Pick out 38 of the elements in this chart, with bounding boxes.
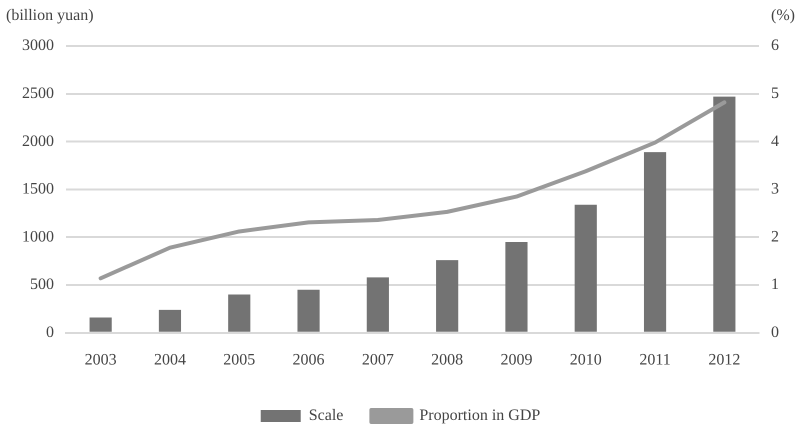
y2-tick-label: 2: [771, 228, 779, 246]
y-axis-title: (billion yuan): [6, 7, 94, 24]
bar: [90, 318, 112, 332]
legend-label: Scale: [308, 407, 344, 424]
y2-tick-label: 3: [771, 180, 779, 198]
bar: [505, 242, 528, 332]
x-tick-label: 2007: [362, 352, 394, 369]
bar: [297, 290, 320, 332]
bar: [436, 260, 458, 332]
y2-axis-title: (%): [771, 7, 795, 24]
y2-tick-label: 1: [771, 276, 779, 294]
y2-tick-label: 4: [771, 132, 779, 150]
legend-label: Proportion in GDP: [419, 407, 540, 424]
y-tick-label: 3000: [22, 37, 54, 54]
x-tick-label: 2004: [154, 352, 186, 369]
x-tick-label: 2006: [292, 352, 325, 369]
x-tick-label: 2003: [84, 352, 117, 369]
y2-tick-label: 0: [771, 324, 779, 342]
x-tick-label: 2008: [431, 352, 464, 369]
y-tick-label: 1500: [22, 180, 54, 198]
y-tick-label: 2500: [22, 85, 54, 102]
x-tick-label: 2009: [500, 352, 532, 369]
y2-tick-label: 5: [771, 85, 779, 102]
y-tick-label: 2000: [22, 132, 54, 150]
bar: [574, 204, 597, 332]
bar: [366, 277, 389, 332]
bar: [713, 96, 736, 332]
x-tick-label: 2011: [639, 352, 671, 369]
bar: [228, 294, 250, 332]
x-tick-label: 2012: [708, 352, 740, 369]
x-tick-label: 2010: [570, 352, 602, 369]
y2-tick-label: 6: [771, 37, 779, 54]
bar: [158, 310, 182, 332]
x-tick-label: 2005: [223, 352, 256, 369]
bar: [644, 152, 666, 332]
y-tick-label: 0: [46, 324, 54, 342]
y-tick-label: 1000: [22, 228, 54, 246]
y-tick-label: 500: [30, 276, 54, 294]
